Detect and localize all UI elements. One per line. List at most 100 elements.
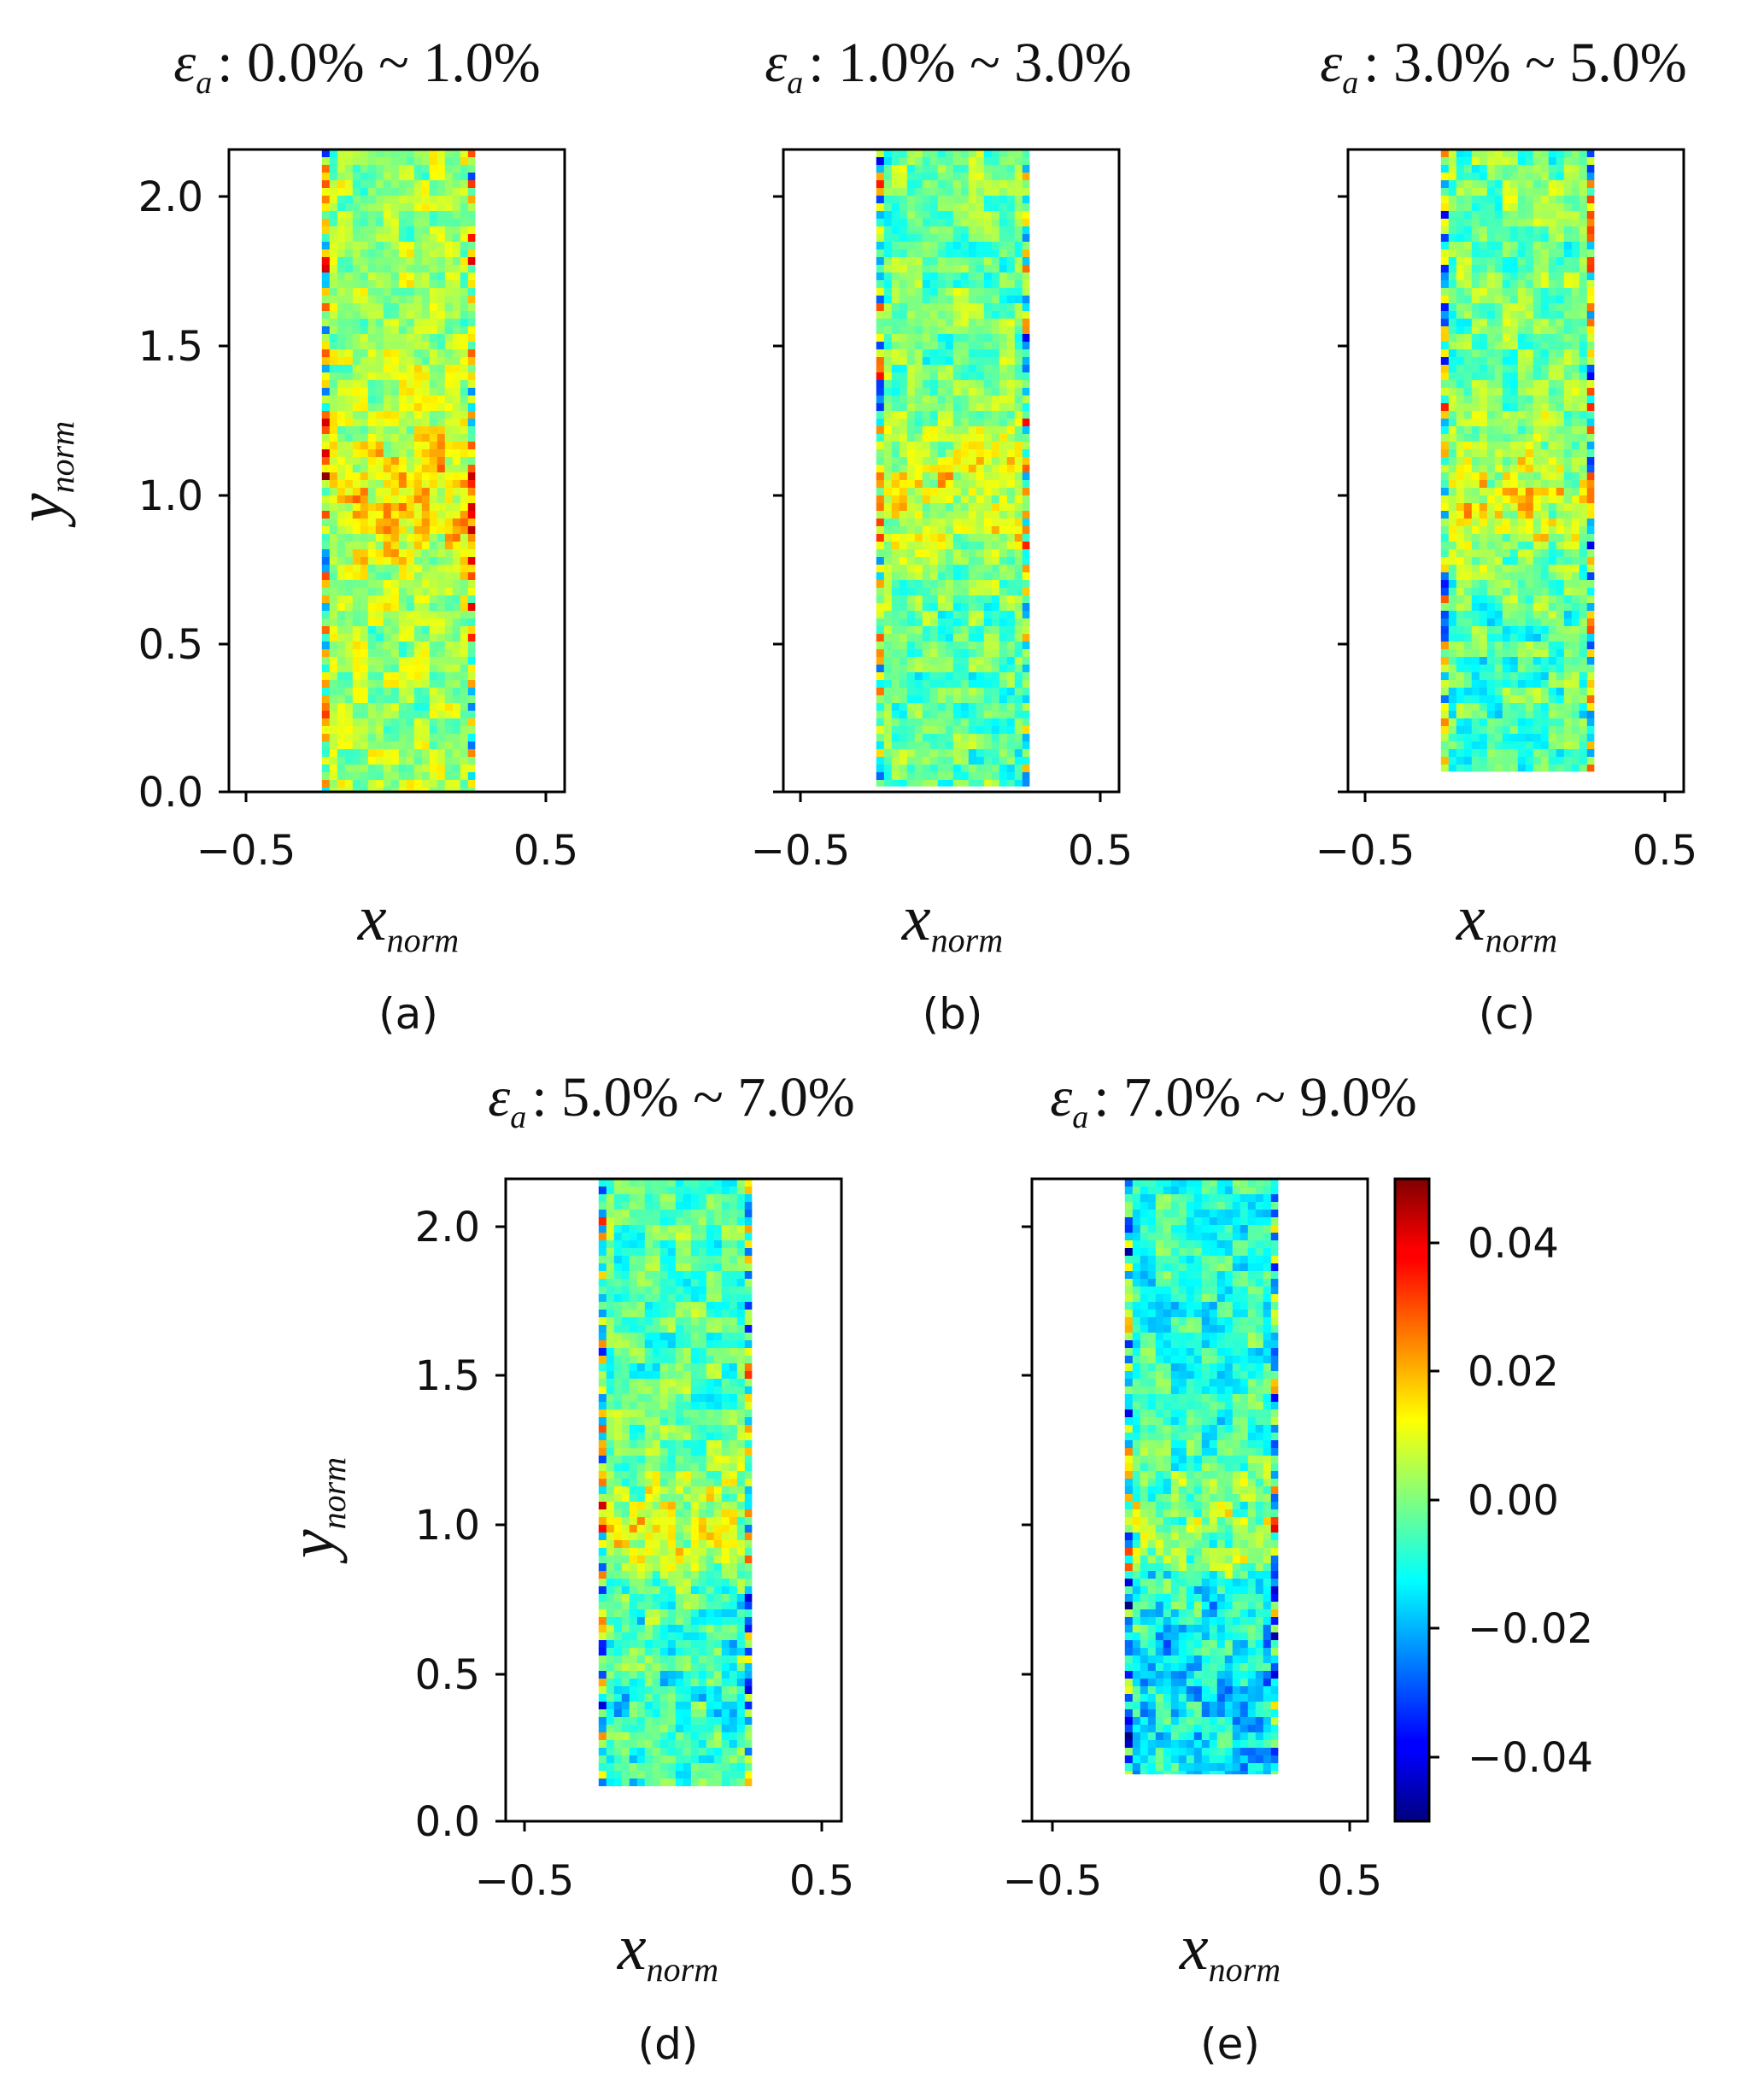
heatmap-cell [883, 349, 893, 358]
heatmap-cell [952, 334, 962, 343]
heatmap-cell [1006, 680, 1016, 689]
heatmap-cell [1563, 741, 1573, 750]
heatmap-cell [929, 342, 939, 350]
heatmap-cell [1022, 557, 1030, 566]
heatmap-cell [899, 580, 908, 589]
panel-title-c: εa: 3.0% ~ 5.0% [1320, 32, 1687, 101]
heatmap-cell [344, 480, 354, 489]
heatmap-cell [429, 511, 438, 519]
heatmap-cell [1502, 542, 1511, 550]
heatmap-cell [1563, 372, 1573, 381]
heatmap-cell [1579, 434, 1588, 442]
heatmap-cell [1440, 572, 1450, 581]
heatmap-cell [452, 695, 461, 704]
heatmap-cell [1448, 672, 1457, 681]
heatmap-cell [375, 780, 384, 788]
heatmap-cell [976, 718, 985, 727]
heatmap-cell [891, 180, 900, 189]
heatmap-cell [437, 234, 446, 243]
heatmap-cell [983, 457, 993, 466]
heatmap-cell [329, 618, 338, 627]
heatmap-cell [1471, 519, 1480, 527]
heatmap-cell [1586, 296, 1595, 304]
heatmap-cell [929, 219, 939, 227]
heatmap-cell [444, 511, 454, 519]
heatmap-cell [467, 426, 476, 435]
heatmap-cell [945, 319, 954, 327]
heatmap-cell [960, 688, 970, 696]
heatmap-cell [1533, 495, 1542, 504]
heatmap-cell [1556, 757, 1565, 765]
heatmap-cell [914, 542, 923, 550]
heatmap-cell [1456, 273, 1465, 281]
heatmap-cell [1463, 265, 1473, 273]
heatmap-cell [352, 495, 361, 504]
heatmap-cell [1586, 449, 1595, 458]
heatmap-cell [1494, 334, 1503, 343]
heatmap-cell [937, 403, 946, 412]
heatmap-cell [460, 403, 469, 412]
heatmap-cell [1463, 442, 1473, 450]
heatmap-cell [1471, 326, 1480, 335]
heatmap-cell [1479, 741, 1488, 750]
heatmap-cell [1014, 665, 1023, 673]
heatmap-cell [883, 642, 893, 650]
heatmap-cell [444, 718, 454, 727]
heatmap-cell [1525, 542, 1534, 550]
heatmap-cell [1517, 526, 1527, 535]
heatmap-cell [883, 273, 893, 281]
heatmap-cell [914, 349, 923, 358]
heatmap-cell [329, 180, 338, 189]
heatmap-cell [999, 749, 1008, 758]
heatmap-cell [983, 749, 993, 758]
heatmap-cell [906, 480, 916, 489]
heatmap-cell [375, 280, 384, 289]
heatmap-cell [367, 726, 377, 735]
heatmap-cell [383, 549, 392, 558]
heatmap-cell [1486, 388, 1496, 396]
heatmap-cell [1022, 534, 1030, 542]
heatmap-cell [421, 588, 431, 596]
heatmap-cell [467, 165, 476, 173]
heatmap-cell [352, 572, 361, 581]
heatmap-cell [1022, 772, 1030, 781]
heatmap-cell [1548, 226, 1557, 235]
heatmap-cell [1556, 180, 1565, 189]
heatmap-cell [344, 349, 354, 358]
heatmap-cell [429, 465, 438, 473]
heatmap-cell [891, 196, 900, 204]
heatmap-cell [1494, 434, 1503, 442]
heatmap-cell [1006, 203, 1016, 212]
heatmap-cell [421, 495, 431, 504]
heatmap-cell [1571, 196, 1580, 204]
heatmap-cell [1479, 457, 1488, 466]
heatmap-cell [1509, 534, 1519, 542]
heatmap-cell [876, 249, 885, 258]
heatmap-cell [1471, 480, 1480, 489]
heatmap-cell [452, 549, 461, 558]
heatmap-cell [1463, 695, 1473, 704]
heatmap-cell [1006, 149, 1016, 158]
heatmap-cell [1456, 565, 1465, 573]
heatmap-cell [1448, 565, 1457, 573]
heatmap-cell [929, 457, 939, 466]
heatmap-cell [452, 718, 461, 727]
heatmap-cell [983, 357, 993, 366]
heatmap-cell [1571, 703, 1580, 712]
heatmap-cell [360, 219, 369, 227]
heatmap-cell [421, 303, 431, 312]
heatmap-cell [375, 634, 384, 642]
heatmap-cell [999, 703, 1008, 712]
heatmap-cell [429, 303, 438, 312]
heatmap-cell [1022, 296, 1030, 304]
heatmap-cell [960, 488, 970, 496]
heatmap-cell [1471, 249, 1480, 258]
heatmap-cell [929, 503, 939, 512]
heatmap-cell [983, 726, 993, 735]
heatmap-cell [1579, 180, 1588, 189]
heatmap-cell [1022, 526, 1030, 535]
heatmap-cell [960, 618, 970, 627]
heatmap-cell [398, 296, 407, 304]
heatmap-cell [906, 495, 916, 504]
heatmap-cell [467, 249, 476, 258]
